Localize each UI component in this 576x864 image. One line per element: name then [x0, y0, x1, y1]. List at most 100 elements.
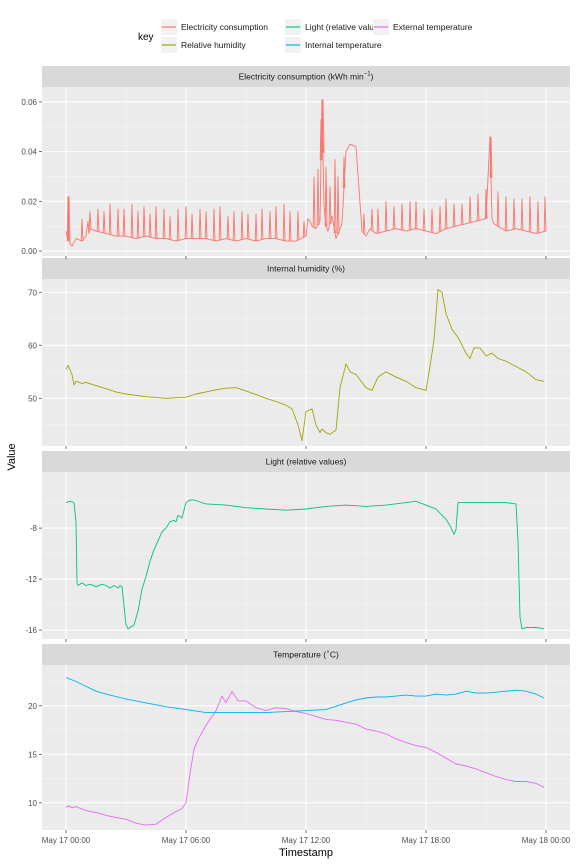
series-spike	[408, 201, 412, 231]
series-electricity-consumption	[65, 98, 547, 247]
series-line	[65, 98, 547, 247]
series-spike	[218, 206, 222, 241]
series-spike	[136, 211, 140, 239]
legend-item-electricity-consumption: Electricity consumption	[161, 19, 268, 35]
series-spike	[176, 208, 180, 241]
facet-strip	[42, 66, 570, 87]
panel-1: Electricity consumption (kWh min−1) 0.00 0…	[21, 66, 570, 256]
legend-label: External temperature	[393, 22, 473, 32]
series-spike	[232, 211, 236, 241]
series-spike	[324, 166, 328, 227]
series-spike	[268, 211, 272, 239]
series-spike	[430, 208, 434, 233]
series-spike	[543, 196, 547, 232]
legend-item-relative-humidity: Relative humidity	[161, 37, 246, 53]
x-tick-label: May 17 12:00	[282, 836, 331, 845]
legend-label: Internal temperature	[305, 40, 382, 50]
legend-item-external-temperature: External temperature	[373, 19, 473, 35]
series-spike	[274, 206, 278, 239]
series-spike	[96, 208, 100, 232]
series-spike	[328, 186, 332, 224]
facet-strip	[42, 451, 570, 472]
panel-2: Internal humidity (%) 50 60 70	[28, 258, 570, 446]
series-spike	[321, 99, 325, 153]
series-spike	[484, 188, 488, 219]
series-spike	[122, 208, 126, 237]
series-spike	[240, 211, 244, 240]
series-spike	[489, 136, 493, 178]
series-spike	[142, 206, 146, 237]
legend-label: Light (relative values)	[305, 22, 386, 32]
y-tick-label: -8	[30, 524, 38, 533]
series-internal-temperature	[65, 677, 545, 714]
facet-strip	[42, 258, 570, 279]
series-spike	[342, 156, 346, 188]
series-spike	[476, 193, 480, 221]
series-spike	[80, 218, 84, 242]
y-tick-label: 60	[28, 341, 37, 350]
series-light-relative-values	[65, 499, 545, 630]
y-tick-label: 10	[28, 799, 37, 808]
facet-panels: Electricity consumption (kWh min−1) 0.00 0…	[21, 66, 570, 830]
series-spike	[130, 203, 134, 238]
y-tick-label: -16	[25, 626, 37, 635]
y-axis-title: Value	[6, 443, 18, 470]
y-tick-label: 70	[28, 288, 37, 297]
facet-title: Internal humidity (%)	[267, 264, 345, 274]
series-spike	[460, 203, 464, 225]
y-tick-label: 0.00	[21, 247, 37, 256]
series-spike	[316, 168, 320, 225]
series-line	[65, 690, 545, 826]
y-tick-label: 0.04	[21, 148, 37, 157]
series-spike	[204, 211, 208, 239]
series-spike	[154, 206, 158, 239]
series-spike	[422, 208, 426, 231]
series-spike	[108, 203, 112, 235]
y-tick-label: 50	[28, 394, 37, 403]
series-spike	[392, 206, 396, 230]
x-tick-label: May 17 18:00	[402, 836, 451, 845]
series-spike	[282, 203, 286, 241]
series-spike	[254, 213, 258, 242]
series-spike	[333, 159, 337, 234]
series-spike	[212, 208, 216, 241]
series-spike	[260, 208, 264, 240]
y-tick-label: 20	[28, 702, 37, 711]
facet-title: Light (relative values)	[266, 457, 347, 467]
series-line	[65, 289, 545, 442]
series-spike	[116, 208, 120, 237]
series-spike	[370, 208, 374, 231]
series-spike	[438, 206, 442, 232]
series-spike	[296, 211, 300, 241]
series-spike	[520, 198, 524, 231]
series-spike	[102, 211, 106, 234]
x-tick-label: May 18 00:00	[522, 836, 571, 845]
facet-title: Electricity consumption (kWh min−1)	[239, 72, 374, 82]
y-tick-label: 15	[28, 750, 37, 759]
series-spike	[168, 216, 172, 240]
x-tick-label: May 17 06:00	[162, 836, 211, 845]
series-external-temperature	[65, 690, 545, 826]
legend-item-light-relative-values: Light (relative values)	[285, 19, 386, 35]
y-tick-label: 0.02	[21, 197, 37, 206]
series-spike	[362, 213, 366, 234]
series-relative-humidity	[65, 289, 545, 442]
series-line	[65, 677, 545, 714]
x-axis-title: Timestamp	[279, 847, 333, 859]
series-spike	[468, 196, 472, 223]
legend-title: key	[138, 32, 154, 43]
legend-label: Electricity consumption	[181, 22, 268, 32]
series-spike	[496, 191, 500, 227]
series-spike	[414, 201, 418, 229]
series-spike	[246, 213, 250, 240]
series-spike	[312, 176, 316, 228]
series-spike	[162, 208, 166, 239]
series-spike	[336, 176, 340, 234]
panel-4: Temperature (∘C) 10 15 20	[28, 644, 570, 830]
series-spike	[319, 119, 323, 161]
x-tick-label: May 17 00:00	[42, 836, 91, 845]
series-spike	[148, 213, 152, 238]
series-spike	[184, 206, 188, 239]
series-spike	[400, 203, 404, 231]
